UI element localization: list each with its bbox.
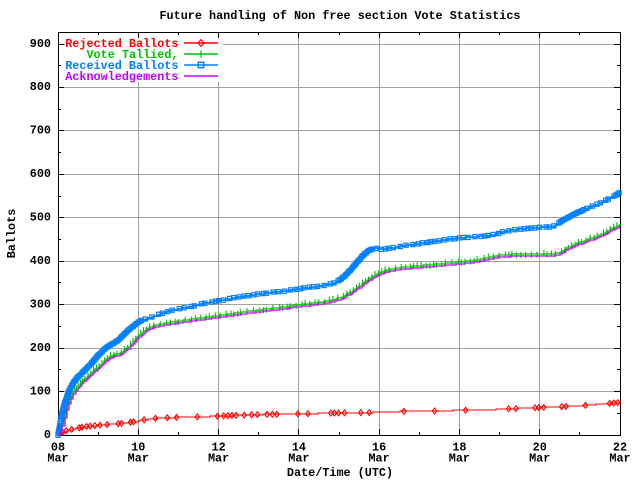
svg-text:Future handling of Non free se: Future handling of Non free section Vote… (159, 9, 520, 23)
svg-text:16: 16 (372, 441, 386, 455)
svg-text:Acknowledgements: Acknowledgements (65, 70, 178, 84)
svg-text:22: 22 (613, 441, 627, 455)
svg-text:Vote Tallied,: Vote Tallied, (86, 48, 178, 62)
svg-text:500: 500 (30, 211, 51, 225)
svg-text:100: 100 (30, 384, 51, 398)
svg-text:600: 600 (30, 167, 51, 181)
svg-text:Mar: Mar (449, 452, 470, 466)
svg-text:200: 200 (30, 341, 51, 355)
svg-text:Received Ballots: Received Ballots (65, 59, 178, 73)
svg-text:Ballots: Ballots (5, 209, 19, 259)
svg-text:20: 20 (533, 441, 547, 455)
svg-text:Mar: Mar (368, 452, 389, 466)
svg-text:Mar: Mar (208, 452, 229, 466)
svg-text:Mar: Mar (47, 452, 68, 466)
svg-text:18: 18 (452, 441, 466, 455)
svg-text:10: 10 (131, 441, 145, 455)
svg-text:300: 300 (30, 298, 51, 312)
svg-text:700: 700 (30, 124, 51, 138)
svg-text:Mar: Mar (128, 452, 149, 466)
svg-text:400: 400 (30, 254, 51, 268)
svg-text:Mar: Mar (529, 452, 550, 466)
svg-text:0: 0 (44, 428, 51, 442)
svg-text:800: 800 (30, 80, 51, 94)
svg-text:12: 12 (212, 441, 226, 455)
svg-text:Mar: Mar (288, 452, 309, 466)
svg-text:900: 900 (30, 37, 51, 51)
svg-text:Rejected Ballots: Rejected Ballots (65, 37, 178, 51)
svg-text:14: 14 (292, 441, 306, 455)
svg-text:Mar: Mar (609, 452, 630, 466)
svg-text:Date/Time (UTC): Date/Time (UTC) (287, 466, 393, 480)
svg-text:08: 08 (51, 441, 65, 455)
